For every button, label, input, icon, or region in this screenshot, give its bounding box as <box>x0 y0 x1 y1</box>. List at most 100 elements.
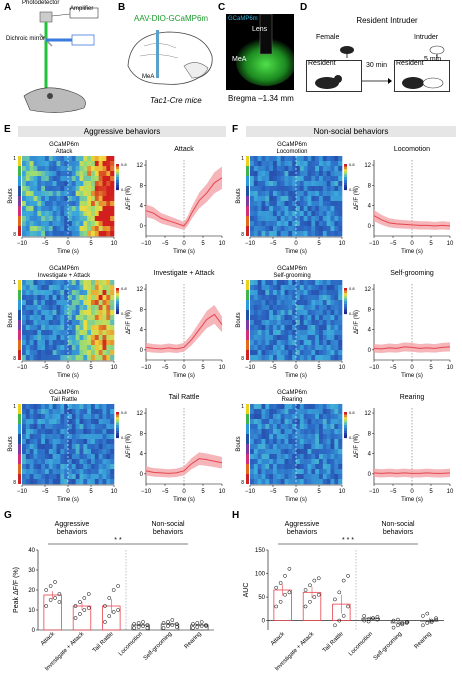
heatmap-cell <box>41 355 46 361</box>
heatmap-cell <box>261 191 266 197</box>
heatmap-cell <box>41 459 46 465</box>
heatmap-cell <box>273 424 278 430</box>
trace-line <box>145 313 223 350</box>
heatmap-cell <box>330 221 335 227</box>
heatmap-cell <box>284 290 289 296</box>
heatmap-cell <box>94 161 99 167</box>
heatmap-cell <box>326 201 331 207</box>
heatmap-cell <box>87 345 92 351</box>
heatmap-cell <box>91 419 96 425</box>
heatmap-cell <box>299 171 304 177</box>
heatmap-cell <box>56 186 61 192</box>
heatmap-cell <box>52 191 57 197</box>
heatmap-cell <box>87 409 92 415</box>
heatmap-cell <box>56 181 61 187</box>
heatmap-cell <box>311 196 316 202</box>
heatmap-cell <box>41 161 46 167</box>
heatmap-cell <box>253 315 258 321</box>
heatmap-cell <box>296 409 301 415</box>
heatmap-cell <box>94 474 99 480</box>
heatmap-cell <box>48 206 53 212</box>
heatmap-cell <box>29 325 34 331</box>
heatmap-cell <box>330 449 335 455</box>
heatmap-cell <box>253 285 258 291</box>
heatmap-cell <box>87 285 92 291</box>
bout-color <box>18 280 21 290</box>
heatmap-cell <box>56 201 61 207</box>
heatmap-cell <box>41 285 46 291</box>
heatmap-cell <box>52 305 57 311</box>
heatmap-cell <box>269 335 274 341</box>
heatmap-cell <box>110 201 115 207</box>
heatmap-cell <box>45 156 50 162</box>
heatmap-cell <box>292 300 297 306</box>
heatmap-cell <box>315 231 320 237</box>
heatmap-cell <box>79 310 84 316</box>
heatmap-cell <box>296 191 301 197</box>
heatmap-cell <box>296 300 301 306</box>
heatmap-cell <box>56 355 61 361</box>
heatmap-cell <box>284 330 289 336</box>
data-point <box>375 614 380 619</box>
heatmap-cell <box>29 335 34 341</box>
heatmap-cell <box>94 156 99 162</box>
brain-sagittal-diagram <box>124 26 216 90</box>
heatmap-cell <box>303 474 308 480</box>
heatmap-cell <box>330 211 335 217</box>
heatmap-cell <box>79 335 84 341</box>
heatmap-cell <box>83 459 88 465</box>
mea-label-c: MeA <box>232 56 247 63</box>
heatmap-cell <box>338 469 343 475</box>
heatmap-cell <box>33 320 38 326</box>
heatmap-cell <box>292 186 297 192</box>
heatmap-cell <box>83 176 88 182</box>
heatmap-cell <box>22 186 27 192</box>
data-point <box>86 592 91 596</box>
heatmap-cell <box>48 459 53 465</box>
heatmap-cell <box>322 355 327 361</box>
heatmap-cell <box>64 474 69 480</box>
heatmap-cell <box>303 290 308 296</box>
heatmap-cell <box>41 335 46 341</box>
heatmap-cell <box>307 414 312 420</box>
heatmap-cell <box>296 350 301 356</box>
heatmap-cell <box>269 345 274 351</box>
category-label: Attack <box>40 630 57 647</box>
heatmap-cell <box>83 191 88 197</box>
heatmap-cell <box>52 350 57 356</box>
heatmap-cell <box>322 186 327 192</box>
heatmap-cell <box>322 335 327 341</box>
heatmap-cell <box>56 226 61 232</box>
heatmap-cell <box>41 345 46 351</box>
data-point <box>57 600 62 604</box>
heatmap-cell <box>29 161 34 167</box>
heatmap-cell <box>307 186 312 192</box>
heatmap-cell <box>299 280 304 286</box>
data-point <box>404 621 409 625</box>
bout-color <box>18 300 21 310</box>
heatmap-cell <box>296 211 301 217</box>
heatmap-cell <box>326 176 331 182</box>
heatmap-cell <box>68 295 73 301</box>
data-point <box>274 604 279 609</box>
heatmap-attack <box>22 156 115 237</box>
heatmap-cell <box>330 280 335 286</box>
trace-ytick: 8 <box>140 307 144 313</box>
bout-color <box>246 350 249 360</box>
heatmap-cell <box>41 414 46 420</box>
heatmap-cell <box>29 211 34 217</box>
heatmap-cell <box>75 191 80 197</box>
heatmap-cell <box>284 171 289 177</box>
heatmap-cell <box>330 325 335 331</box>
data-point <box>103 604 107 608</box>
bouts-axis-label: Bouts <box>8 436 14 451</box>
heatmap-cell <box>98 290 103 296</box>
heatmap-cell <box>52 444 57 450</box>
heatmap-cell <box>311 206 316 212</box>
heatmap-cell <box>338 345 343 351</box>
heatmap-cell <box>22 404 27 410</box>
heatmap-cell <box>22 216 27 222</box>
heatmap-cell <box>29 166 34 172</box>
heatmap-cell <box>273 171 278 177</box>
